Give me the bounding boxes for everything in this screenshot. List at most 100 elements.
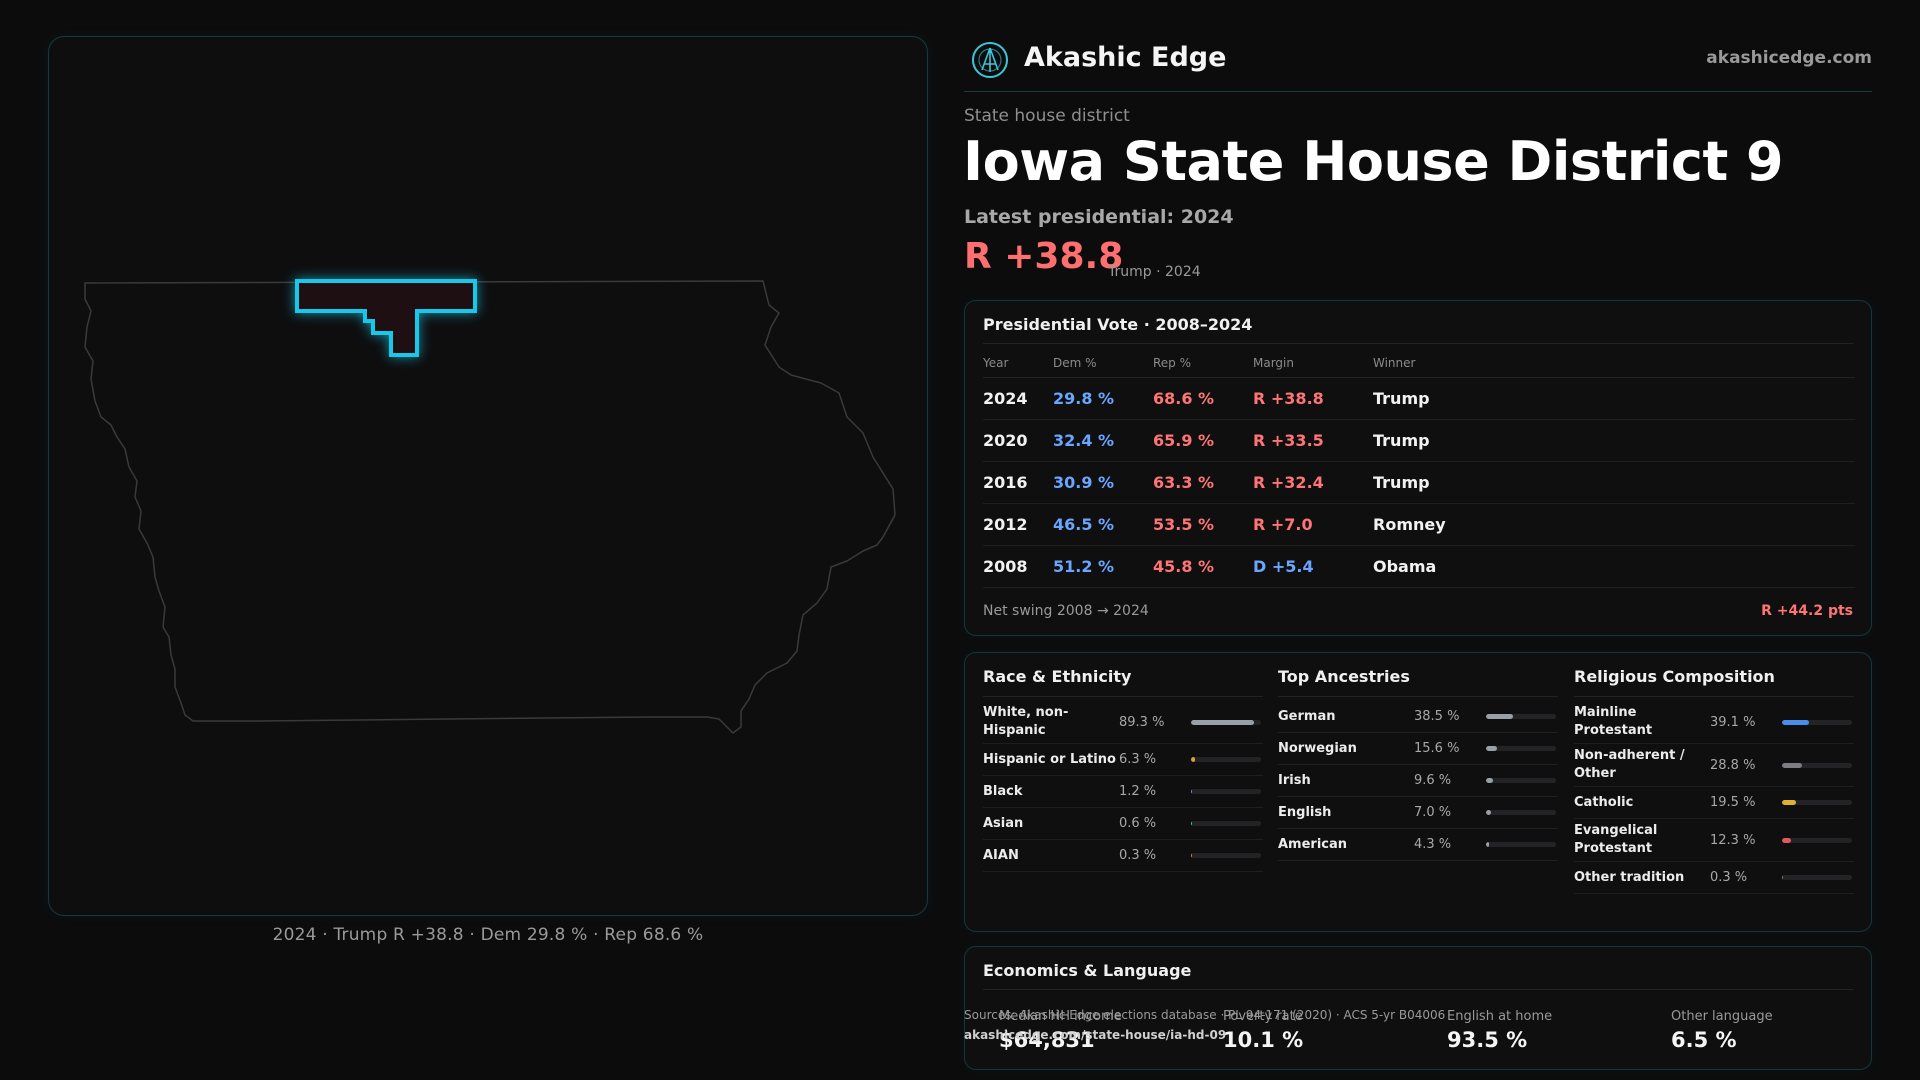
economics-title: Economics & Language xyxy=(983,961,1192,980)
dem-cell: 46.5 % xyxy=(1053,503,1153,546)
religion-bar xyxy=(1782,719,1852,725)
race-bar-fill xyxy=(1191,757,1196,762)
brand-name: Akashic Edge xyxy=(1024,42,1227,73)
ancestries-section: Top Ancestries German 38.5 % Norwegian 15.6… xyxy=(1278,667,1558,861)
econ-other-language: Other language 6.5 % xyxy=(1671,1009,1871,1052)
ancestry-label: English xyxy=(1278,804,1332,820)
religion-label: Non-adherent / Other xyxy=(1574,748,1685,781)
econ-label: Other language xyxy=(1671,1009,1773,1024)
ancestry-percent: 4.3 % xyxy=(1414,837,1452,852)
religion-percent: 39.1 % xyxy=(1710,714,1756,730)
header-dem: Dem % xyxy=(1053,349,1153,378)
ancestry-list: German 38.5 % Norwegian 15.6 % Irish 9.6 % Eng… xyxy=(1278,701,1558,861)
ancestry-label: American xyxy=(1278,836,1348,852)
religion-label: Other tradition xyxy=(1574,869,1685,885)
race-percent: 0.6 % xyxy=(1119,816,1157,831)
year-cell: 2012 xyxy=(983,503,1053,546)
religion-bar-fill xyxy=(1782,762,1803,768)
year-cell: 2016 xyxy=(983,461,1053,504)
winner-cell: Obama xyxy=(1373,545,1855,588)
race-title: Race & Ethnicity xyxy=(983,667,1132,686)
brand-logo-icon xyxy=(972,42,1008,78)
religion-row: Other tradition 0.3 % xyxy=(1574,862,1854,894)
header-rep: Rep % xyxy=(1153,349,1253,378)
religion-bar xyxy=(1782,800,1852,805)
margin-cell: R +38.8 xyxy=(1253,377,1373,420)
race-row: Asian 0.6 % xyxy=(983,808,1263,840)
ancestry-row: Irish 9.6 % xyxy=(1278,765,1558,797)
ancestry-bar-fill xyxy=(1486,778,1493,783)
religion-label: Mainline Protestant xyxy=(1574,705,1653,738)
race-row: Hispanic or Latino 6.3 % xyxy=(983,744,1263,776)
religion-label: Evangelical Protestant xyxy=(1574,823,1658,856)
sources-url-link[interactable]: akashicedge.com/state-house/ia-hd-09 xyxy=(964,1028,1227,1042)
religion-label: Catholic xyxy=(1574,794,1634,810)
ancestry-bar xyxy=(1486,714,1556,719)
religion-bar-fill xyxy=(1782,719,1810,725)
race-bar-fill xyxy=(1191,821,1193,826)
vote-row: 2016 30.9 % 63.3 % R +32.4 Trump xyxy=(983,461,1855,504)
winner-cell: Romney xyxy=(1373,503,1855,546)
religion-bar xyxy=(1782,875,1852,880)
religion-row: Evangelical Protestant 12.3 % xyxy=(1574,819,1854,862)
econ-english-at-home: English at home 93.5 % xyxy=(1447,1009,1647,1052)
religion-section: Religious Composition Mainline Protestan… xyxy=(1574,667,1854,894)
headline-margin: R +38.8 xyxy=(964,236,1124,277)
econ-label: English at home xyxy=(1447,1009,1553,1024)
ancestry-bar-fill xyxy=(1486,842,1489,847)
divider xyxy=(983,343,1853,344)
ancestry-bar xyxy=(1486,746,1556,751)
econ-value: 93.5 % xyxy=(1447,1028,1528,1052)
vote-table-body: 2024 29.8 % 68.6 % R +38.8 Trump 2020 32.4 % 65… xyxy=(983,377,1855,588)
rep-cell: 68.6 % xyxy=(1153,377,1253,420)
religion-row: Catholic 19.5 % xyxy=(1574,787,1854,819)
race-bar xyxy=(1191,757,1261,762)
margin-cell: R +33.5 xyxy=(1253,419,1373,462)
vote-row: 2024 29.8 % 68.6 % R +38.8 Trump xyxy=(983,377,1855,420)
religion-percent: 19.5 % xyxy=(1710,795,1756,810)
race-label: Black xyxy=(983,783,1023,799)
state-outline xyxy=(84,280,896,734)
econ-value: 10.1 % xyxy=(1223,1028,1304,1052)
year-cell: 2008 xyxy=(983,545,1053,588)
vote-row: 2020 32.4 % 65.9 % R +33.5 Trump xyxy=(983,419,1855,462)
ancestry-bar-fill xyxy=(1486,746,1497,751)
econ-median-income: Median HH income $64,831 xyxy=(999,1009,1199,1052)
race-bar xyxy=(1191,853,1261,858)
divider xyxy=(1278,696,1558,697)
ancestry-percent: 7.0 % xyxy=(1414,805,1452,820)
winner-cell: Trump xyxy=(1373,419,1855,462)
ancestry-bar xyxy=(1486,778,1556,783)
race-bar-fill xyxy=(1191,853,1193,858)
religion-bar-fill xyxy=(1782,875,1784,880)
religion-percent: 28.8 % xyxy=(1710,757,1756,773)
religion-row: Mainline Protestant 39.1 % xyxy=(1574,701,1854,744)
net-swing-value: R +44.2 pts xyxy=(1761,603,1853,619)
race-bar-fill xyxy=(1191,719,1254,725)
economics-card: Economics & Language Median HH income $6… xyxy=(964,946,1872,1070)
page-kicker: State house district xyxy=(964,106,1130,126)
sources-footer: Sources: Akashic Edge elections database… xyxy=(964,1005,1445,1045)
map-panel xyxy=(48,36,928,916)
divider xyxy=(1574,696,1854,697)
race-bar xyxy=(1191,789,1261,794)
ancestry-label: Irish xyxy=(1278,772,1311,788)
brand-url-link[interactable]: akashicedge.com xyxy=(1706,48,1872,68)
vote-row: 2012 46.5 % 53.5 % R +7.0 Romney xyxy=(983,503,1855,546)
demographics-card: Race & Ethnicity White, non-Hispanic 89.3… xyxy=(964,652,1872,932)
econ-label: Median HH income xyxy=(999,1009,1122,1024)
race-ethnicity-section: Race & Ethnicity White, non-Hispanic 89.3… xyxy=(983,667,1263,872)
dem-cell: 29.8 % xyxy=(1053,377,1153,420)
dem-cell: 30.9 % xyxy=(1053,461,1153,504)
margin-cell: D +5.4 xyxy=(1253,545,1373,588)
margin-cell: R +7.0 xyxy=(1253,503,1373,546)
econ-label: Poverty rate xyxy=(1223,1009,1303,1024)
ancestry-label: German xyxy=(1278,708,1336,724)
religion-bar-fill xyxy=(1782,837,1791,843)
year-cell: 2024 xyxy=(983,377,1053,420)
race-bar xyxy=(1191,719,1261,725)
religion-title: Religious Composition xyxy=(1574,667,1775,686)
econ-value: 6.5 % xyxy=(1671,1028,1737,1052)
latest-presidential-label: Latest presidential: 2024 xyxy=(964,206,1234,228)
dem-cell: 32.4 % xyxy=(1053,419,1153,462)
